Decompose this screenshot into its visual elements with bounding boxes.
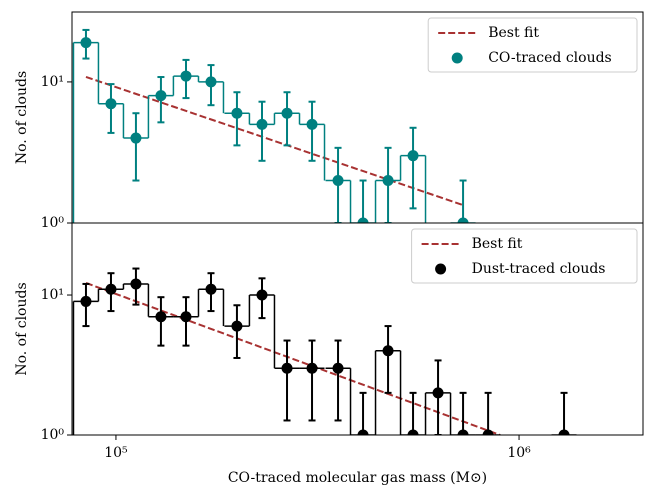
data-point (80, 37, 92, 49)
data-point (180, 70, 192, 82)
data-point (457, 217, 469, 223)
legend-swatch (451, 52, 463, 64)
data-point (256, 289, 268, 301)
legend-label: Best fit (488, 25, 539, 41)
x-tick-label: 10⁵ (104, 445, 128, 461)
legend-swatch (435, 263, 447, 275)
data-point (281, 107, 293, 119)
data-point (205, 76, 217, 88)
legend-box (427, 17, 638, 73)
data-point (482, 429, 494, 435)
legend-label: CO-traced clouds (488, 50, 612, 66)
y-axis-label: No. of clouds (14, 71, 30, 164)
data-point (382, 175, 394, 187)
y-tick-label: 10¹ (41, 74, 64, 90)
data-point (457, 429, 469, 435)
data-point (382, 345, 394, 357)
fit-line (85, 281, 501, 435)
fit-line (85, 75, 464, 207)
data-point (130, 278, 142, 290)
data-point (407, 150, 419, 162)
y-tick-label: 10⁰ (41, 215, 65, 231)
data-point (205, 283, 217, 295)
data-point (105, 98, 117, 110)
data-point (80, 295, 92, 307)
legend-label: Dust-traced clouds (472, 261, 606, 277)
data-point (558, 429, 570, 435)
data-point (105, 283, 117, 295)
data-point (306, 362, 318, 374)
data-point (407, 429, 419, 435)
data-point (155, 90, 167, 102)
data-point (332, 362, 344, 374)
axes-frame (71, 222, 644, 436)
data-point (281, 362, 293, 374)
data-point (256, 118, 268, 130)
data-point (357, 217, 369, 223)
data-point (357, 429, 369, 435)
x-tick-label: 10⁶ (507, 445, 531, 461)
data-point (130, 132, 142, 144)
plot-area (72, 28, 476, 223)
data-point (155, 311, 167, 323)
legend-box (411, 228, 638, 284)
x-axis-label: CO-traced molecular gas mass (M⊙) (228, 470, 487, 486)
y-tick-label: 10⁰ (41, 427, 65, 443)
data-point (332, 175, 344, 187)
data-point (432, 387, 444, 399)
data-point (306, 118, 318, 130)
data-point (231, 107, 243, 119)
legend-label: Best fit (472, 236, 523, 252)
y-tick-label: 10¹ (41, 287, 64, 303)
plot-area (72, 267, 577, 435)
data-point (231, 320, 243, 332)
data-point (180, 311, 192, 323)
y-axis-label: No. of clouds (14, 282, 30, 375)
